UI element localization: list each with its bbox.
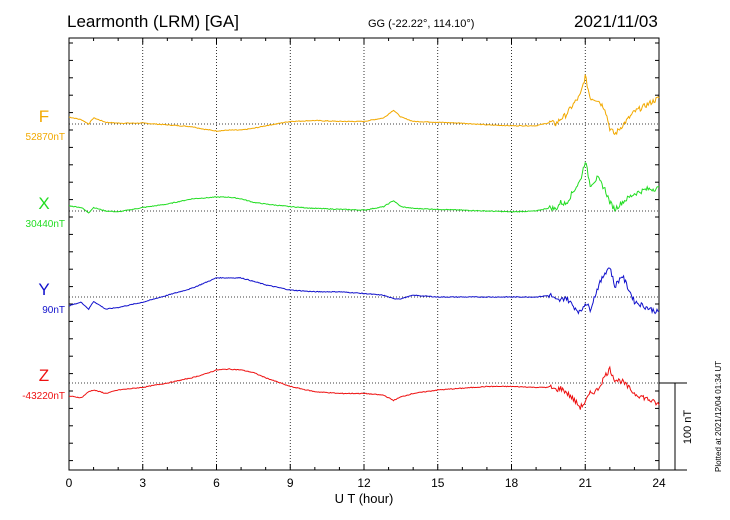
series-lines	[68, 74, 660, 410]
scale-bar-label: 100 nT	[682, 410, 694, 445]
series-line-x	[69, 162, 660, 214]
x-tick-label: 3	[139, 476, 146, 490]
series-line-y	[68, 267, 660, 315]
series-line-f	[68, 74, 660, 136]
x-tick-label: 24	[652, 476, 666, 490]
series-baseline-f: 52870nT	[26, 132, 65, 143]
series-name-x: X	[38, 194, 49, 213]
x-tick-label: 21	[579, 476, 593, 490]
series-name-z: Z	[39, 366, 49, 385]
axis-ticks	[68, 38, 660, 470]
series-baseline-y: 90nT	[42, 305, 65, 316]
series-name-y: Y	[38, 280, 49, 299]
series-line-z	[69, 365, 660, 410]
series-baseline-x: 30440nT	[26, 219, 65, 230]
coordinates-label: GG (-22.22°, 114.10°)	[368, 18, 475, 30]
x-tick-label: 0	[66, 476, 73, 490]
x-tick-label: 15	[431, 476, 445, 490]
plotted-timestamp: Plotted at 2021/12/04 01:34 UT	[714, 360, 723, 472]
scale-bar	[659, 382, 687, 471]
x-tick-labels: 0 3 6 9 12 15 18 21 24	[66, 476, 666, 490]
series-name-f: F	[39, 107, 49, 126]
grid-lines	[69, 38, 659, 470]
x-tick-label: 12	[357, 476, 371, 490]
x-axis-label: U T (hour)	[335, 491, 394, 506]
station-title: Learmonth (LRM) [GA]	[67, 12, 239, 31]
x-tick-label: 18	[505, 476, 519, 490]
date-label: 2021/11/03	[574, 12, 658, 31]
series-labels: F 52870nT X 30440nT Y 90nT Z -43220nT	[22, 107, 65, 402]
x-tick-label: 9	[287, 476, 294, 490]
series-baseline-z: -43220nT	[22, 391, 65, 402]
x-tick-label: 6	[213, 476, 220, 490]
